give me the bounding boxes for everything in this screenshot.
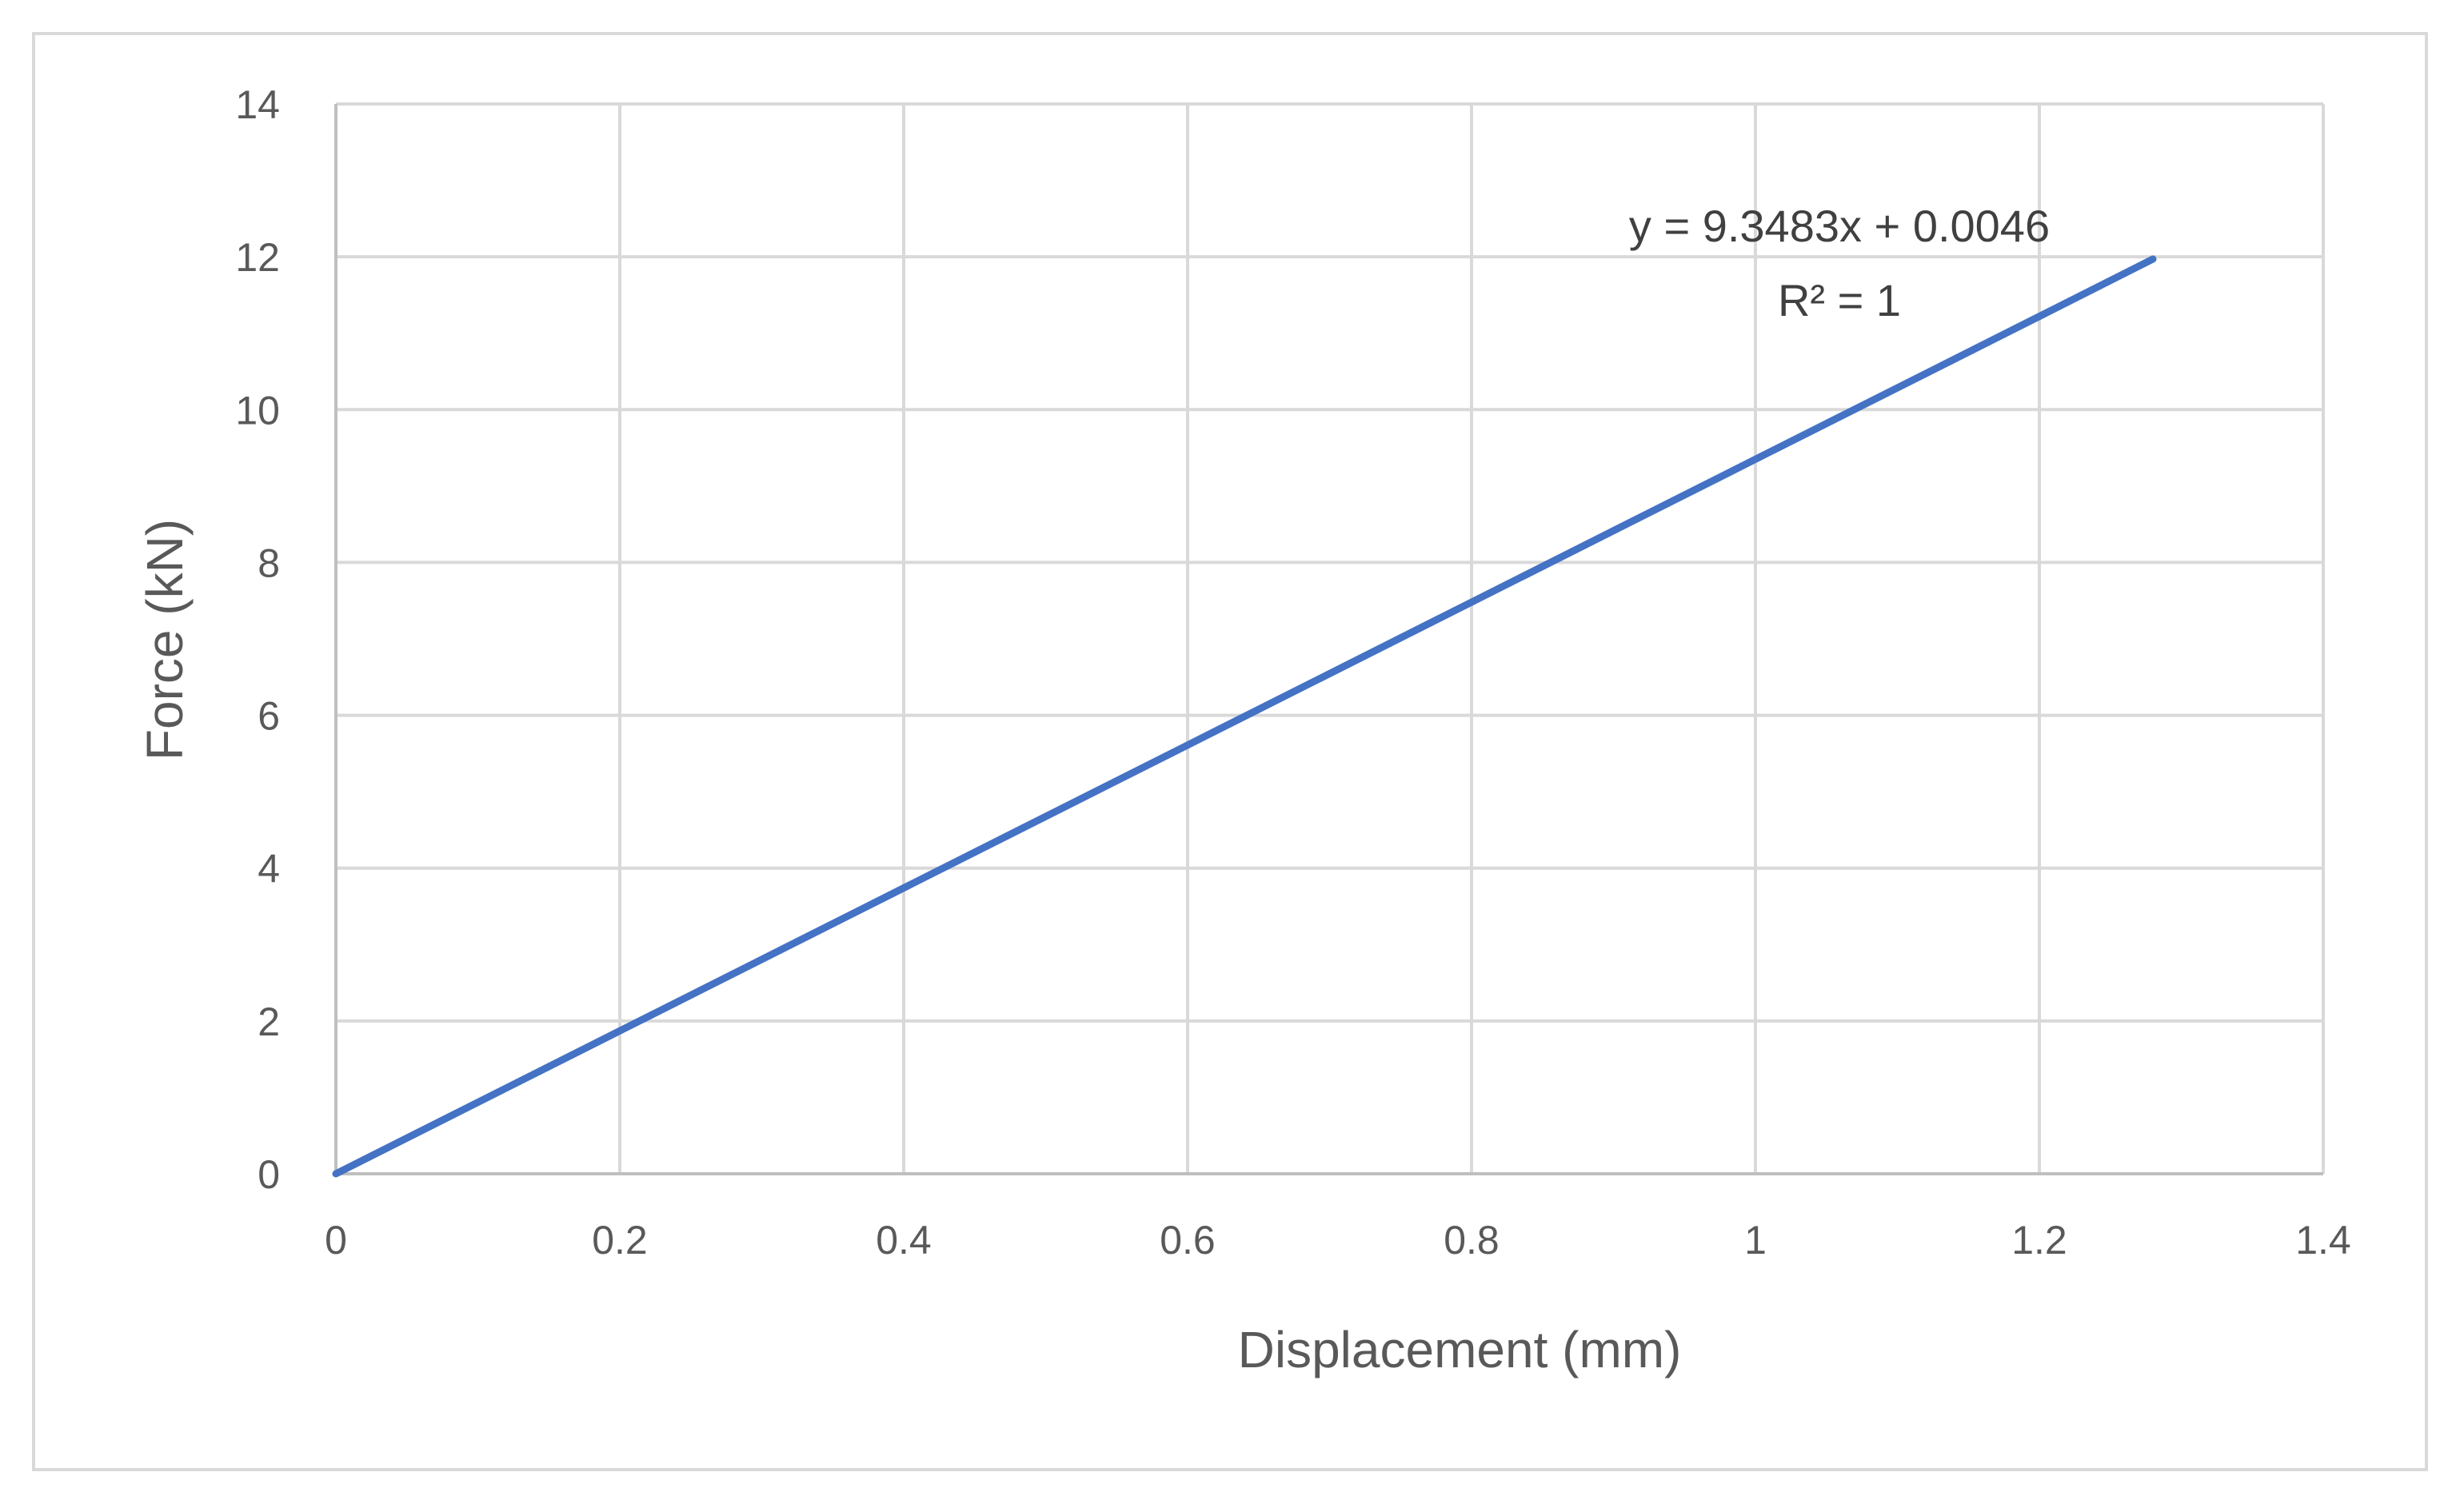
x-tick-label: 0.6 — [1160, 1218, 1216, 1263]
x-tick-label: 0 — [325, 1218, 347, 1263]
y-tick-label: 6 — [258, 694, 280, 739]
label-layer: 0 0.2 0.4 0.6 0.8 1 1.2 1.4 0 2 4 6 8 10 12 14 — [235, 82, 2350, 1263]
y-tick-label: 2 — [258, 999, 280, 1044]
grid-layer — [334, 102, 2325, 1175]
y-tick-label: 12 — [235, 235, 280, 280]
x-tick-label: 0.8 — [1444, 1218, 1500, 1263]
y-tick-label: 14 — [235, 82, 280, 127]
x-tick-label: 1.4 — [2295, 1218, 2351, 1263]
chart-frame — [32, 32, 2428, 1471]
y-axis-title: Force (kN) — [136, 519, 194, 760]
x-tick-label: 0.2 — [592, 1218, 648, 1263]
series-layer — [332, 255, 2157, 1178]
x-tick-label: 1 — [1744, 1218, 1767, 1263]
y-tick-label: 10 — [235, 388, 280, 433]
y-tick-label: 8 — [258, 541, 280, 585]
series-line — [332, 255, 2157, 1178]
y-tick-label: 4 — [258, 847, 280, 892]
x-tick-label: 0.4 — [876, 1218, 932, 1263]
trendline-r-squared: R² = 1 — [1778, 275, 1901, 325]
trendline-equation: y = 9.3483x + 0.0046 — [1629, 201, 2050, 251]
x-axis-title: Displacement (mm) — [1238, 1321, 1682, 1378]
axis-layer — [334, 104, 2323, 1175]
x-tick-label: 1.2 — [2011, 1218, 2067, 1263]
y-tick-label: 0 — [258, 1152, 280, 1197]
